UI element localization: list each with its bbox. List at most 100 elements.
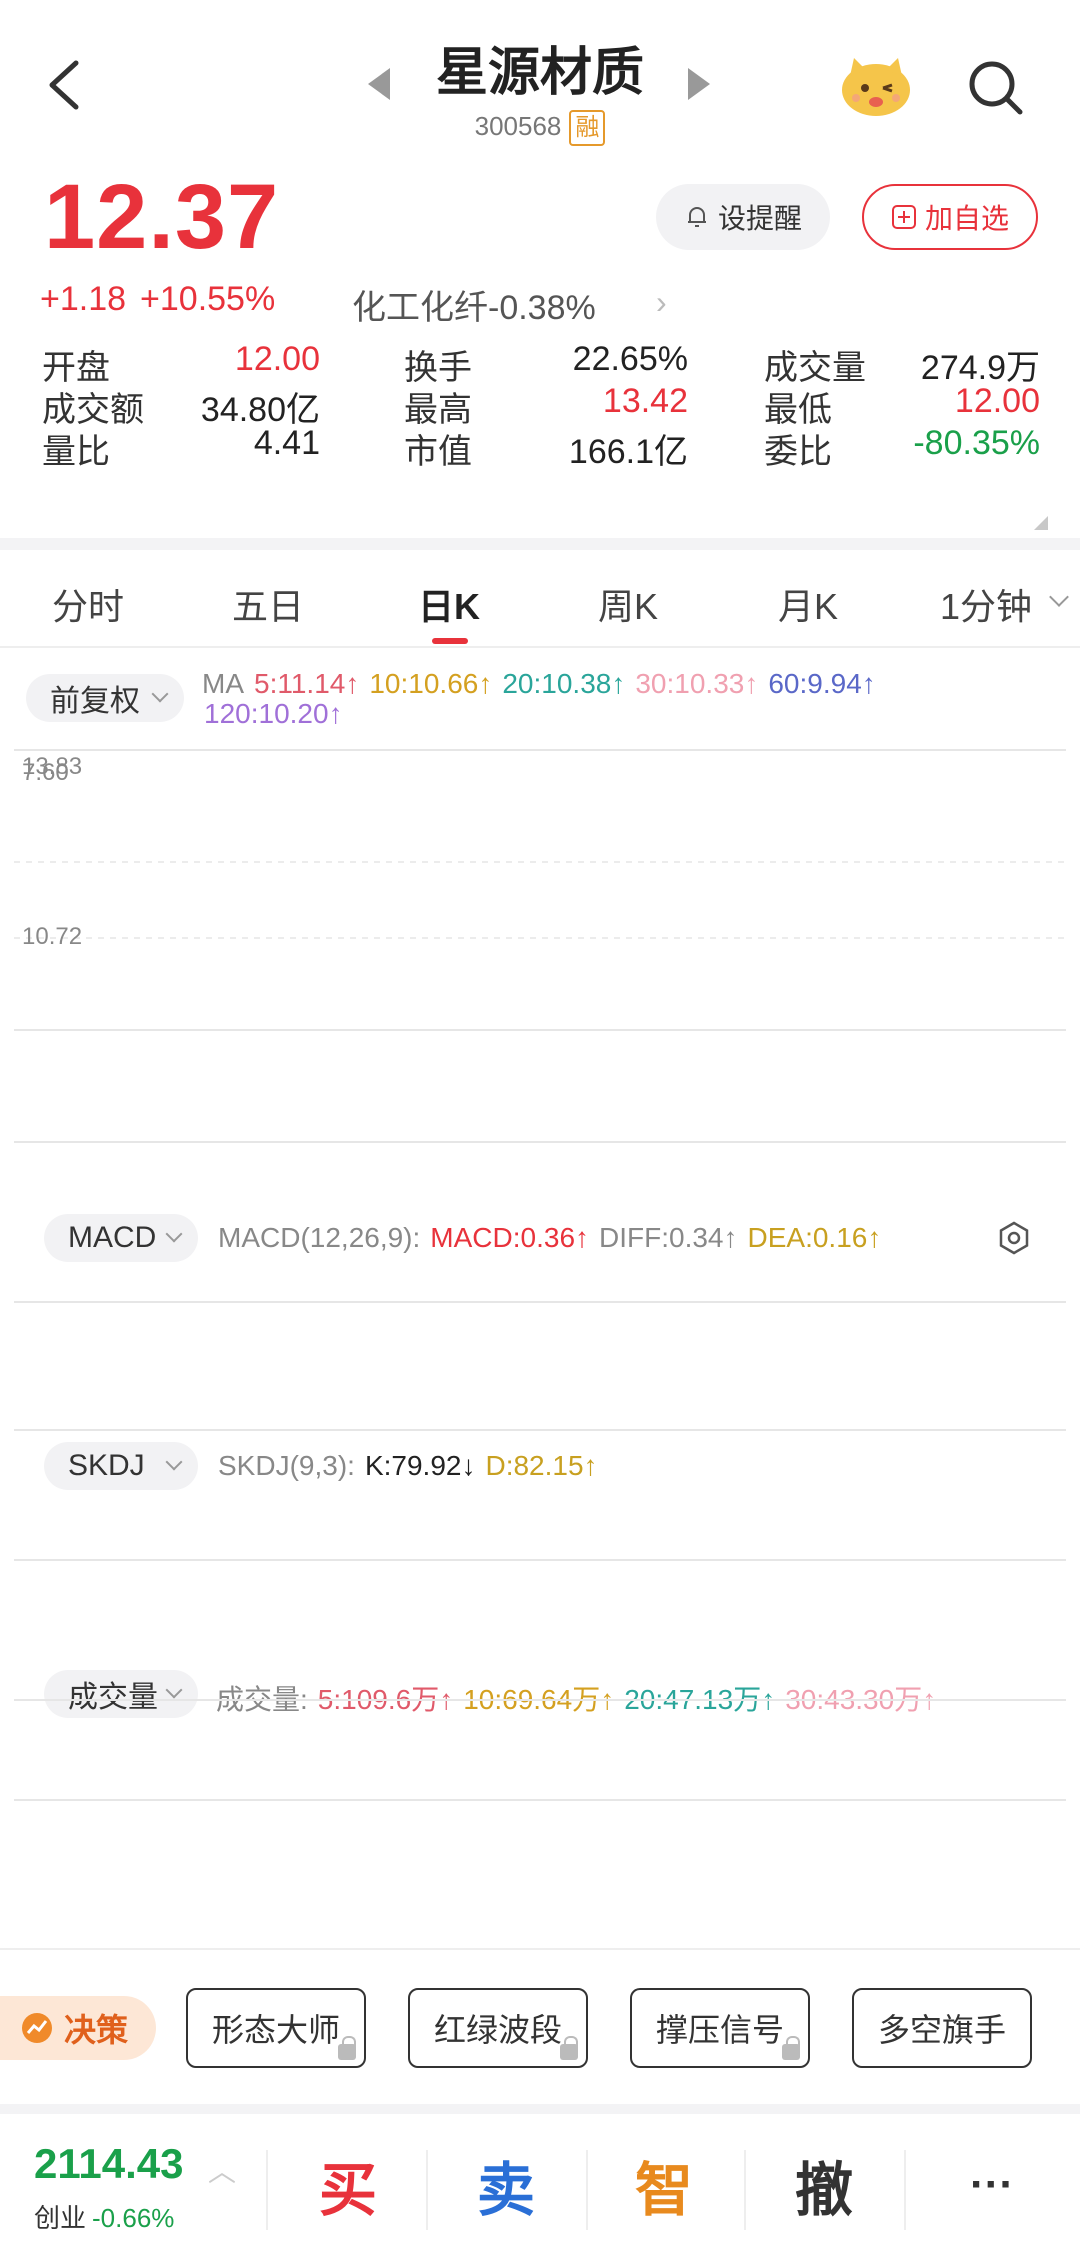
ma5-value: 5:11.14↑ bbox=[254, 668, 360, 699]
price-axis-top: 13.83 bbox=[22, 753, 82, 780]
stock-name: 星源材质 bbox=[435, 44, 644, 102]
current-price: 12.37 bbox=[44, 166, 280, 268]
tool-label: 多空旗手 bbox=[877, 2012, 1006, 2048]
stat-item: 委比 -80.35% bbox=[764, 424, 1040, 473]
divider bbox=[586, 2150, 588, 2230]
tab-intraday[interactable]: 分时 bbox=[52, 586, 125, 627]
active-tab-indicator bbox=[432, 638, 468, 644]
k-value: K:79.92↓ bbox=[364, 1450, 476, 1481]
plus-box-icon bbox=[891, 205, 916, 229]
add-watchlist-label: 加自选 bbox=[924, 203, 1009, 234]
margin-trading-badge: 融 bbox=[569, 110, 606, 146]
set-alert-label: 设提醒 bbox=[717, 203, 802, 234]
chevron-down-icon[interactable] bbox=[1049, 587, 1069, 607]
decision-icon bbox=[22, 2013, 52, 2043]
stat-label: 成交量 bbox=[764, 349, 866, 387]
index-value[interactable]: 2114.43 bbox=[34, 2140, 184, 2187]
diff-value: DIFF:0.34↑ bbox=[599, 1222, 738, 1253]
lock-icon bbox=[782, 2036, 800, 2060]
macd-legend: MACD(12,26,9): MACD:0.36↑ DIFF:0.34↑ DEA:0.… bbox=[218, 1222, 891, 1254]
sector-link[interactable]: 化工化纤-0.38% bbox=[352, 280, 596, 329]
set-alert-button[interactable]: 设提醒 bbox=[656, 184, 830, 250]
tool-support-signal[interactable]: 撑压信号 bbox=[630, 1988, 810, 2068]
volume-selector[interactable]: 成交量 bbox=[44, 1670, 198, 1718]
stat-item: 成交量 274.9万 bbox=[764, 340, 1040, 389]
add-watchlist-button[interactable]: 加自选 bbox=[862, 184, 1038, 250]
bell-icon bbox=[687, 207, 706, 227]
stat-item: 最高 13.42 bbox=[404, 382, 688, 431]
stock-code: 300568 bbox=[474, 111, 562, 141]
ma10-value: 10:10.66↑ bbox=[369, 668, 493, 699]
sector-change: -0.38% bbox=[488, 289, 596, 327]
macd-selector-label: MACD bbox=[68, 1221, 157, 1254]
stat-label: 成交额 bbox=[42, 391, 144, 429]
search-icon[interactable] bbox=[966, 58, 1026, 118]
buy-button[interactable]: 买 bbox=[318, 2158, 377, 2223]
tab-daily-k[interactable]: 日K bbox=[418, 586, 480, 627]
divider bbox=[266, 2150, 268, 2230]
tool-label: 红绿波段 bbox=[433, 2012, 562, 2048]
stat-label: 市值 bbox=[404, 433, 472, 471]
ma60-value: 60:9.94↑ bbox=[768, 668, 876, 699]
price-axis-mid: 10.72 bbox=[22, 923, 82, 950]
settings-icon[interactable] bbox=[996, 1220, 1032, 1256]
stat-label: 开盘 bbox=[42, 349, 110, 387]
tool-pattern-master[interactable]: 形态大师 bbox=[186, 1988, 366, 2068]
sell-button[interactable]: 卖 bbox=[476, 2158, 535, 2223]
macd-selector[interactable]: MACD bbox=[44, 1214, 198, 1262]
stat-value: 22.65% bbox=[572, 340, 688, 378]
lock-icon bbox=[560, 2036, 578, 2060]
tab-minute[interactable]: 1分钟 bbox=[940, 586, 1033, 627]
stat-value: 274.9万 bbox=[920, 349, 1040, 387]
skdj-selector[interactable]: SKDJ bbox=[44, 1442, 198, 1490]
decision-label: 决策 bbox=[64, 2012, 129, 2048]
volume-selector-label: 成交量 bbox=[68, 1681, 158, 1714]
divider bbox=[744, 2150, 746, 2230]
tab-weekly-k[interactable]: 周K bbox=[598, 586, 659, 627]
back-arrow-icon[interactable] bbox=[40, 55, 90, 115]
price-axis-bottom: 7.60 bbox=[22, 759, 69, 786]
kline-chart[interactable]: 13.83 10.72 7.60 bbox=[0, 740, 1080, 1940]
skdj-selector-label: SKDJ bbox=[68, 1449, 145, 1482]
header: 星源材质 300568 融 bbox=[0, 0, 1080, 170]
mascot-icon[interactable] bbox=[836, 50, 916, 120]
skdj-params: SKDJ(9,3): bbox=[218, 1450, 355, 1481]
tool-red-green-band[interactable]: 红绿波段 bbox=[408, 1988, 588, 2068]
more-button[interactable]: ··· bbox=[970, 2160, 1014, 2209]
stat-item: 市值 166.1亿 bbox=[404, 424, 688, 473]
macd-value: MACD:0.36↑ bbox=[430, 1222, 590, 1253]
index-label: 创业 -0.66% bbox=[34, 2198, 174, 2235]
expand-corner-icon[interactable] bbox=[1034, 516, 1048, 530]
stock-code-row: 300568 融 bbox=[0, 110, 1080, 146]
dea-value: DEA:0.16↑ bbox=[747, 1222, 882, 1253]
ma20-value: 20:10.38↑ bbox=[502, 668, 626, 699]
tab-monthly-k[interactable]: 月K bbox=[778, 586, 839, 627]
ma30-value: 30:10.33↑ bbox=[635, 668, 759, 699]
tool-label: 形态大师 bbox=[211, 2012, 340, 2048]
stat-value: 4.41 bbox=[253, 424, 320, 462]
stat-item: 成交额 34.80亿 bbox=[42, 382, 320, 431]
divider bbox=[0, 646, 1080, 648]
ma-legend: MA 5:11.14↑ 10:10.66↑ 20:10.38↑ 30:10.33↑ 60:… bbox=[202, 668, 886, 700]
adjust-selector[interactable]: 前复权 bbox=[26, 674, 184, 722]
divider bbox=[0, 2104, 1080, 2114]
next-stock-icon[interactable] bbox=[688, 68, 710, 100]
tool-long-short[interactable]: 多空旗手 bbox=[852, 1988, 1032, 2068]
ma120-legend: 120:10.20↑ bbox=[204, 698, 353, 730]
tab-five-day[interactable]: 五日 bbox=[232, 586, 305, 627]
price-change-row: +1.18 +10.55% bbox=[40, 280, 289, 319]
stat-label: 最低 bbox=[764, 391, 832, 429]
price-change-pct: +10.55% bbox=[140, 280, 276, 318]
stat-value: 12.00 bbox=[234, 340, 320, 378]
decision-button[interactable]: 决策 bbox=[0, 1996, 156, 2060]
divider bbox=[904, 2150, 906, 2230]
sector-name: 化工化纤 bbox=[352, 289, 488, 327]
index-name: 创业 bbox=[34, 2203, 87, 2233]
d-value: D:82.15↑ bbox=[485, 1450, 598, 1481]
stat-value: 12.00 bbox=[954, 382, 1040, 420]
smart-button[interactable]: 智 bbox=[634, 2158, 693, 2223]
stat-value: 166.1亿 bbox=[568, 433, 688, 471]
stat-item: 开盘 12.00 bbox=[42, 340, 320, 389]
cancel-order-button[interactable]: 撤 bbox=[794, 2158, 853, 2223]
prev-stock-icon[interactable] bbox=[368, 68, 390, 100]
